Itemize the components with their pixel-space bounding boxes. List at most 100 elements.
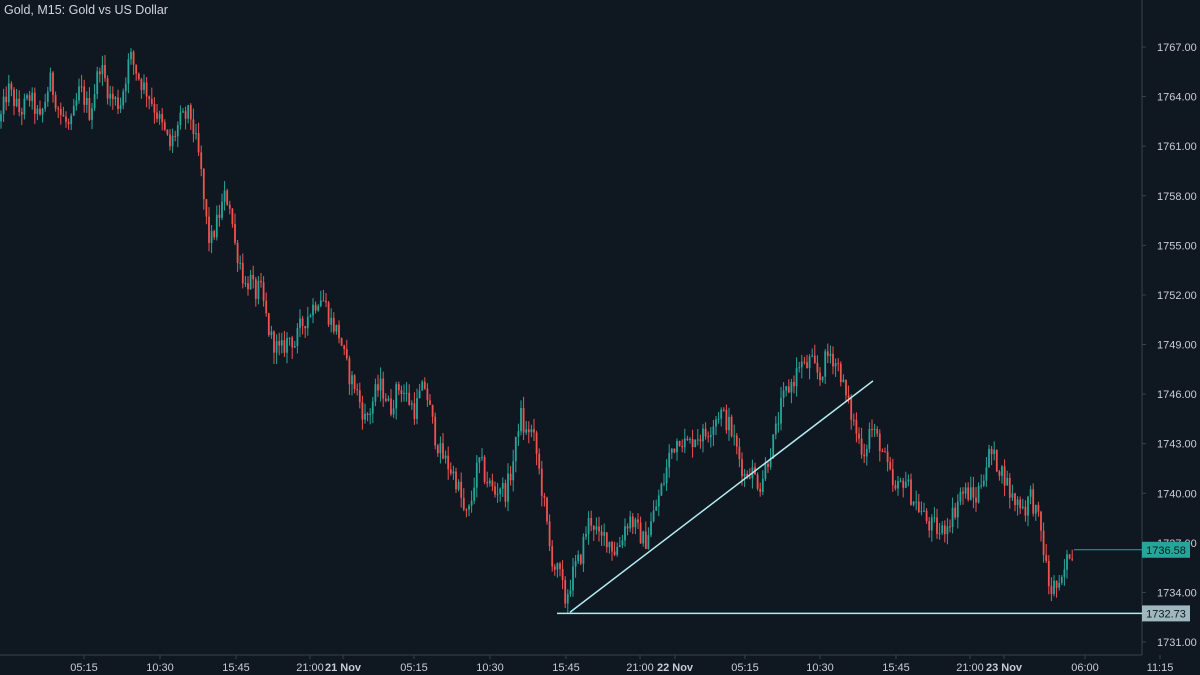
x-tick-label: 15:45	[882, 662, 910, 674]
candle-body	[109, 93, 112, 99]
candle-body	[566, 594, 569, 604]
candle	[460, 472, 463, 508]
candle	[465, 508, 468, 518]
candle-body	[720, 409, 723, 419]
candle-body	[772, 434, 775, 459]
candle-body	[538, 453, 541, 469]
candle	[366, 412, 369, 422]
candle	[306, 306, 309, 336]
candle	[312, 298, 314, 324]
candle-body	[956, 501, 959, 518]
candle-body	[540, 468, 543, 496]
candle-body	[686, 438, 689, 441]
candle-body	[244, 283, 247, 285]
candle-body	[878, 433, 881, 452]
candle-body	[377, 384, 379, 391]
candle	[897, 475, 899, 496]
candle-body	[845, 379, 847, 396]
candle	[31, 87, 34, 110]
candle-body	[395, 384, 398, 409]
candle	[20, 107, 23, 126]
candle-body	[184, 111, 187, 119]
candle-body	[434, 416, 437, 446]
trendline[interactable]	[569, 380, 874, 613]
candle-body	[213, 231, 216, 238]
candle-body	[33, 92, 36, 114]
candle-body	[314, 304, 317, 311]
candle-body	[114, 97, 117, 100]
candle-body	[241, 262, 244, 284]
candle	[371, 396, 374, 424]
candle-body	[819, 372, 821, 381]
candle	[954, 502, 957, 520]
candle	[514, 436, 517, 473]
candle-body	[361, 402, 364, 420]
candle-body	[707, 436, 710, 438]
candle	[10, 81, 13, 97]
candle	[403, 384, 405, 402]
candle-body	[673, 448, 676, 453]
candle-body	[780, 397, 782, 424]
candle-body	[889, 461, 892, 470]
candle	[689, 436, 691, 444]
candle-body	[54, 94, 57, 109]
candle-body	[174, 135, 177, 137]
candle	[0, 110, 2, 129]
candle-body	[735, 435, 738, 447]
candle	[468, 504, 470, 517]
candle	[218, 204, 221, 227]
candle	[657, 489, 660, 517]
candle-body	[694, 439, 697, 448]
candle-body	[767, 463, 769, 467]
candle-body	[408, 392, 411, 405]
candle-body	[1050, 586, 1053, 594]
x-tick-label: 10:30	[476, 662, 504, 674]
candle	[595, 517, 598, 535]
candle-body	[930, 517, 933, 531]
candle	[452, 465, 455, 480]
candle	[98, 67, 101, 83]
candle-body	[176, 125, 179, 137]
candle-body	[291, 337, 294, 348]
x-tick-label: 21 Nov	[325, 662, 362, 674]
candle	[1066, 549, 1068, 579]
candle	[985, 456, 988, 487]
candle	[754, 462, 756, 475]
candle-body	[982, 480, 985, 486]
candle-body	[868, 429, 871, 449]
candle	[637, 513, 639, 530]
candle-body	[551, 546, 554, 567]
candle-body	[743, 473, 746, 477]
candles-group	[0, 48, 1074, 614]
candle-body	[189, 105, 192, 120]
candle-body	[1019, 499, 1022, 509]
candle	[642, 530, 645, 547]
candle-body	[364, 413, 366, 420]
candle-body	[951, 507, 954, 527]
candle	[405, 382, 408, 402]
candle-body	[660, 484, 663, 496]
candle	[106, 75, 109, 105]
candle	[709, 427, 712, 448]
candle-body	[993, 449, 996, 455]
candle	[111, 86, 114, 110]
candle	[351, 371, 353, 396]
candle-body	[275, 341, 278, 353]
candle-body	[215, 214, 218, 238]
candle	[52, 71, 54, 103]
candle	[730, 414, 733, 438]
candle	[369, 408, 372, 425]
candle	[1014, 492, 1016, 512]
candle-body	[881, 451, 884, 453]
candle	[764, 457, 767, 482]
candle-body	[967, 487, 970, 500]
candle	[644, 521, 647, 550]
candle-body	[384, 398, 387, 401]
candle-body	[106, 78, 109, 99]
candle-body	[182, 111, 184, 113]
candle-body	[603, 532, 606, 536]
candle-body	[470, 500, 473, 506]
candle	[314, 301, 317, 314]
